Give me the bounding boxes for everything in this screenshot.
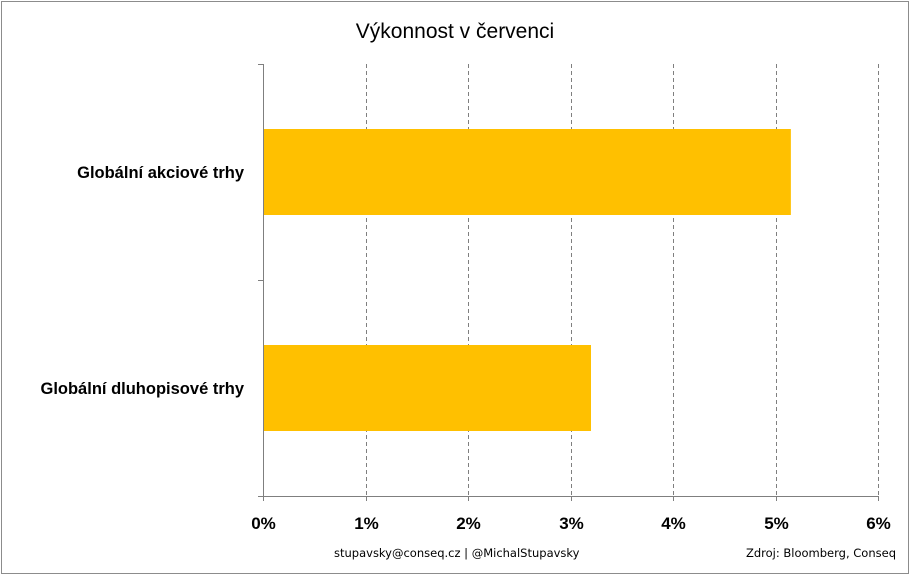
footer-source: Zdroj: Bloomberg, Conseq [745,546,896,560]
bar-1 [263,345,591,431]
x-tick-label-4: 4% [661,514,686,533]
category-label-1: Globální dluhopisové trhy [40,380,244,398]
footer-contact: stupavsky@conseq.cz | @MichalStupavsky [334,546,580,560]
grid-lines [366,64,879,496]
x-tick-label-0: 0% [251,514,276,533]
category-labels: Globální akciové trhy Globální dluhopisov… [40,164,244,398]
x-tick-label-2: 2% [456,514,481,533]
x-tick-label-5: 5% [764,514,789,533]
bars [263,129,791,431]
axes [258,64,879,501]
x-tick-labels: 0% 1% 2% 3% 4% 5% 6% [251,514,891,533]
chart-title-text: Výkonnost v červenci [355,20,555,43]
chart-title: Výkonnost v červenci [0,20,912,44]
x-tick-label-3: 3% [559,514,584,533]
bar-0 [263,129,791,215]
x-tick-label-1: 1% [354,514,379,533]
category-label-0: Globální akciové trhy [77,164,245,182]
x-tick-label-6: 6% [866,514,891,533]
